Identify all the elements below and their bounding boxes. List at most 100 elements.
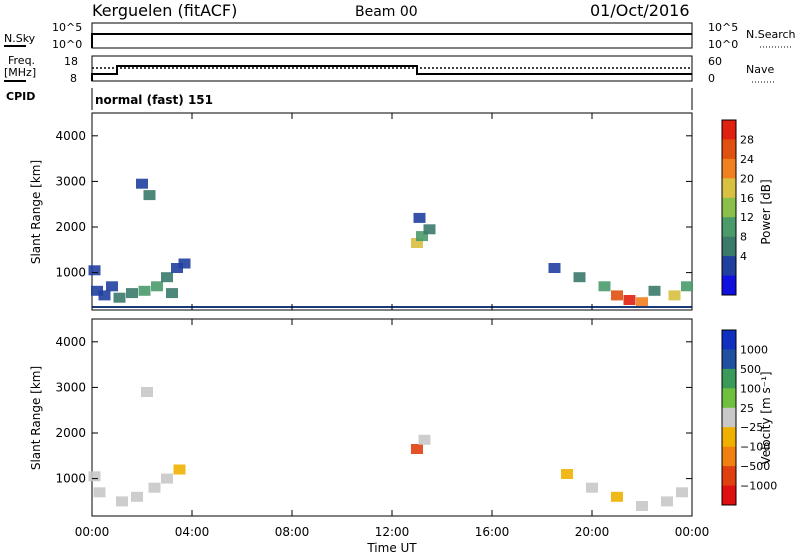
power-data-cell <box>91 285 103 296</box>
time-tick-label: 00:00 <box>675 525 710 539</box>
time-tick-label: 08:00 <box>275 525 310 539</box>
power-data-cell <box>648 285 661 296</box>
velocity-panel-frame <box>91 318 693 517</box>
vel-ytick-label: 4000 <box>55 335 86 349</box>
vel-colorbar-segment <box>722 485 736 506</box>
time-tick-label: 16:00 <box>475 525 510 539</box>
vel-data-cell <box>561 469 573 479</box>
vel-data-cell <box>418 434 431 445</box>
vel-colorbar-segment <box>722 388 736 409</box>
beam-title: Beam 00 <box>355 4 418 20</box>
power-data-cell <box>88 265 101 276</box>
power-ytick-label: 1000 <box>55 266 86 280</box>
vel-colorbar-tick-label: −1000 <box>740 480 777 493</box>
cpid-label: CPID <box>6 90 35 103</box>
power-colorbar-label: Power [dB] <box>759 179 773 244</box>
power-data-cell <box>548 263 561 273</box>
power-data-cell <box>171 263 183 273</box>
vel-colorbar-tick-label: −25 <box>740 421 763 434</box>
freq-label: Freq. <box>8 54 35 67</box>
nsky-panel-frame <box>91 22 693 49</box>
power-data-cell <box>611 290 623 301</box>
power-data-cell <box>166 288 178 299</box>
vel-data-cell <box>141 387 153 397</box>
vel-colorbar-frame <box>721 329 737 506</box>
power-colorbar-tick-label: 8 <box>740 231 747 244</box>
vel-data-cell <box>93 487 106 498</box>
vel-colorbar-tick-label: −100 <box>740 441 770 454</box>
power-data-cell <box>138 285 151 296</box>
power-data-cell <box>98 290 111 301</box>
nave-tick-bottom: 0 <box>708 72 715 85</box>
vel-colorbar-tick-label: −500 <box>740 460 770 473</box>
power-colorbar-tick-label: 20 <box>740 172 754 185</box>
power-ytick-label: 2000 <box>55 220 86 234</box>
vel-data-cell <box>676 487 688 498</box>
vel-data-cell <box>116 496 128 507</box>
velocity-y-ticks: 4000 3000 2000 1000 <box>55 335 692 486</box>
vel-colorbar-segment <box>722 407 736 428</box>
power-colorbar-segment <box>722 256 736 276</box>
velocity-panel: 4000 3000 2000 1000 Slant Range [km] <box>29 318 693 517</box>
cpid-text: normal (fast) 151 <box>95 93 213 107</box>
power-data-cell <box>113 292 126 303</box>
power-ytick-label: 3000 <box>55 174 86 188</box>
power-colorbar-tick-label: 12 <box>740 211 754 224</box>
power-panel-frame <box>91 112 693 311</box>
velocity-colorbar: 1000 500 100 25 −25 −100 −500 −1000 <box>721 329 777 506</box>
power-colorbar-segment <box>722 236 736 257</box>
nsky-tick-bottom-left: 10^0 <box>52 38 82 51</box>
power-data-cell <box>106 281 118 292</box>
power-data-cell <box>623 295 636 305</box>
date-title: 01/Oct/2016 <box>590 1 690 20</box>
freq-trace <box>91 65 692 81</box>
vel-colorbar-segment <box>722 330 736 350</box>
power-data-cell <box>178 258 191 269</box>
vel-colorbar-tick-label: 100 <box>740 382 761 395</box>
freq-unit: [MHz] <box>4 66 36 79</box>
time-tick-label: 00:00 <box>75 525 110 539</box>
vel-data-cell <box>586 482 598 493</box>
power-colorbar: 28 24 20 16 12 8 4 <box>721 119 754 296</box>
power-data-cell <box>423 224 436 235</box>
velocity-ylabel: Slant Range [km] <box>29 366 43 470</box>
time-tick-label: 20:00 <box>575 525 610 539</box>
nave-tick-top: 60 <box>708 55 722 68</box>
velocity-colorbar-label: Velocity [m s⁻¹] <box>759 371 773 464</box>
vel-data-cell <box>611 491 623 502</box>
nave-label: Nave <box>746 63 774 76</box>
time-tick-label: 12:00 <box>375 525 410 539</box>
nsky-trace <box>91 33 692 48</box>
power-colorbar-segment <box>722 120 736 140</box>
power-data-cell <box>126 288 138 299</box>
vel-data-cell <box>173 464 186 475</box>
power-ytick-label: 4000 <box>55 129 86 143</box>
power-colorbar-segment <box>722 158 736 179</box>
power-colorbar-frame <box>721 119 737 296</box>
power-data-cell <box>636 297 648 308</box>
power-colorbar-segment <box>722 197 736 218</box>
power-data-cell <box>598 281 611 292</box>
vel-ytick-label: 3000 <box>55 380 86 394</box>
vel-colorbar-segment <box>722 368 736 389</box>
power-data-cell <box>143 190 156 201</box>
power-data-cell <box>668 290 681 301</box>
power-colorbar-segment <box>722 139 736 160</box>
nsky-tick-top-right: 10^5 <box>708 21 738 34</box>
freq-tick-top: 18 <box>64 55 78 68</box>
vel-ytick-label: 2000 <box>55 426 86 440</box>
vel-data-cell <box>148 482 161 493</box>
power-colorbar-segment <box>722 275 736 296</box>
freq-tick-bottom: 8 <box>70 72 77 85</box>
vel-ytick-label: 1000 <box>55 472 86 486</box>
power-data-cell <box>151 281 163 292</box>
time-axis-label: Time UT <box>366 541 417 554</box>
vel-data-cell <box>161 473 173 484</box>
power-y-ticks: 4000 3000 2000 1000 <box>55 129 692 280</box>
vel-colorbar-tick-label: 25 <box>740 402 754 415</box>
velocity-data-layer <box>88 387 688 511</box>
vel-colorbar-segment <box>722 427 736 448</box>
time-tick-label: 04:00 <box>175 525 210 539</box>
vel-colorbar-segment <box>722 466 736 486</box>
power-data-cell <box>136 178 148 189</box>
